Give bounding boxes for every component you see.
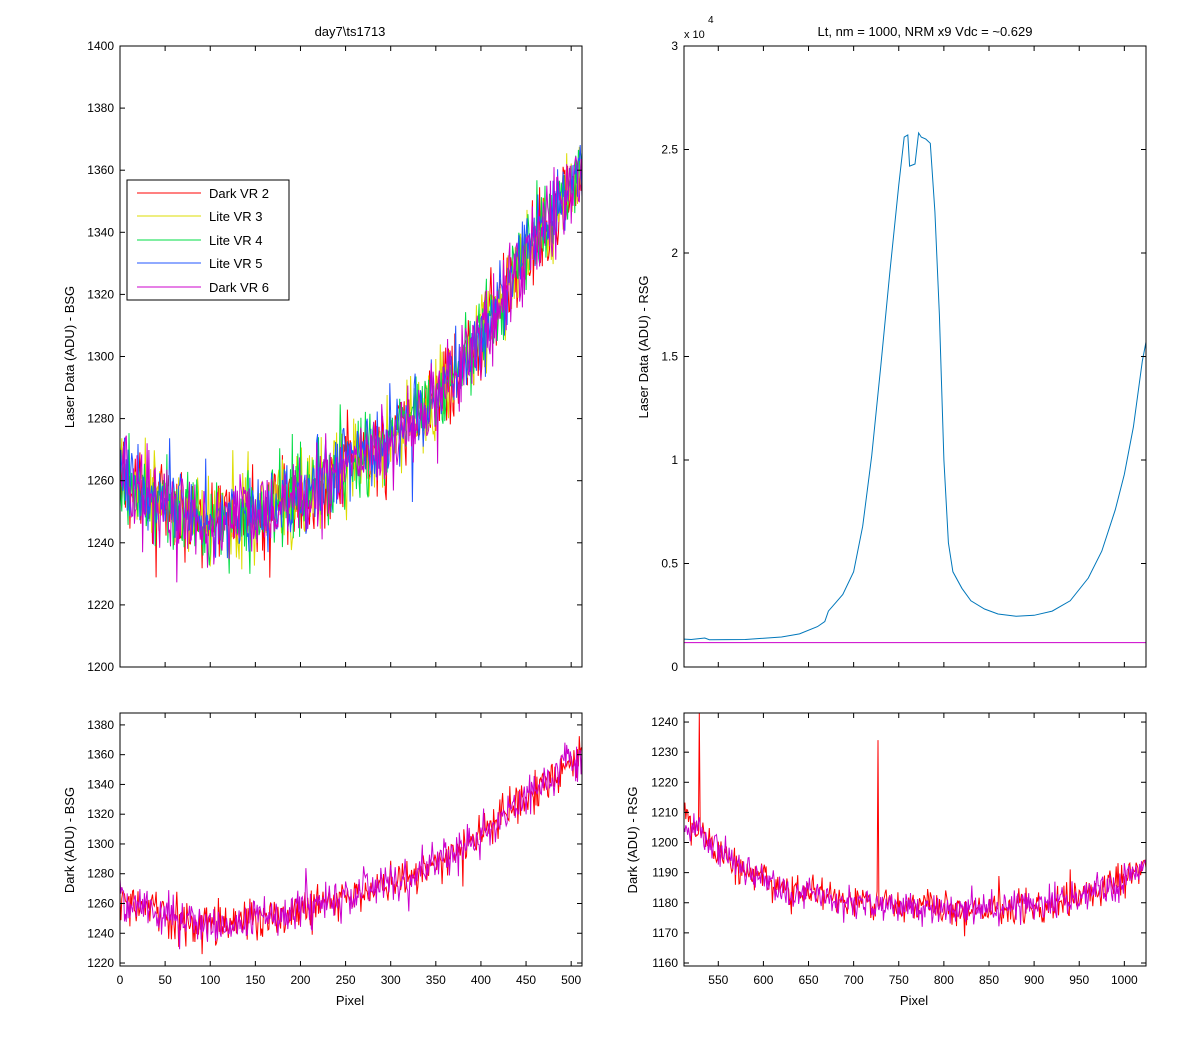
legend-label-lite-vr3: Lite VR 3 bbox=[209, 209, 262, 224]
rsg_dark-xtick-label: 850 bbox=[979, 973, 999, 987]
bsg_dark-axes-frame bbox=[119, 712, 583, 967]
bsg-dark-plot: 0 50 100 150 200 250 300 350 400 450 500 1220 1240 12… bbox=[87, 712, 583, 987]
rsg_dark-ytick-label: 1170 bbox=[652, 926, 678, 940]
rsg-laser-panel: Lt, nm = 1000, NRM x9 Vdc = ~0.629 Laser… bbox=[636, 15, 1147, 674]
bsg_dark-ytick-label: 1280 bbox=[87, 867, 114, 881]
bsg_laser-plot-background bbox=[120, 46, 582, 667]
bsg-dark-ylabel: Dark (ADU) - BSG bbox=[62, 787, 77, 893]
rsg_dark-xtick-label: 550 bbox=[708, 973, 728, 987]
bsg_dark-xtick-label: 450 bbox=[516, 973, 536, 987]
bsg_laser-ytick-label: 1400 bbox=[87, 39, 114, 53]
bsg_laser-ytick-label: 1320 bbox=[87, 287, 114, 301]
rsg-dark-plot: 550 600 650 700 750 800 850 900 950 1000 1160 1170 1… bbox=[651, 712, 1147, 987]
rsg-dark-panel: Dark (ADU) - RSG Pixel 550 600 650 700 750 80… bbox=[625, 712, 1147, 1008]
bsg_dark-ytick-label: 1300 bbox=[87, 837, 114, 851]
bsg_dark-xtick-label: 50 bbox=[158, 973, 172, 987]
bsg-dark-panel: Dark (ADU) - BSG Pixel 0 50 100 150 200 250 30… bbox=[62, 712, 583, 1008]
bsg_dark-xtick-label: 400 bbox=[471, 973, 491, 987]
bsg_laser-ytick-label: 1300 bbox=[87, 350, 114, 364]
bsg-laser-title: day7\ts1713 bbox=[315, 24, 386, 39]
bsg_dark-xtick-label: 100 bbox=[200, 973, 220, 987]
bsg_laser-ytick-label: 1220 bbox=[87, 598, 114, 612]
bsg_dark-series-dark-vr-6 bbox=[120, 742, 582, 950]
rsg_dark-plot-background bbox=[684, 713, 1146, 966]
rsg_dark-ytick-label: 1210 bbox=[651, 805, 678, 819]
rsg_laser-ytick-label: 0.5 bbox=[661, 557, 678, 571]
bsg_dark-xtick-label: 350 bbox=[426, 973, 446, 987]
bsg_laser-ytick-label: 1200 bbox=[87, 660, 114, 674]
rsg_dark-xtick-label: 900 bbox=[1024, 973, 1044, 987]
bsg-dark-xlabel: Pixel bbox=[336, 993, 364, 1008]
rsg-dark-xlabel: Pixel bbox=[900, 993, 928, 1008]
rsg_laser-ytick-label: 3 bbox=[671, 39, 678, 53]
bsg_laser-series-dark-vr-6 bbox=[120, 156, 582, 583]
rsg_dark-ytick-label: 1180 bbox=[652, 896, 678, 910]
legend-label-dark-vr2: Dark VR 2 bbox=[209, 186, 269, 201]
bsg_dark-ytick-label: 1360 bbox=[87, 748, 114, 762]
rsg_dark-ytick-label: 1190 bbox=[652, 866, 678, 880]
bsg_laser-series-lite-vr-5 bbox=[120, 144, 582, 559]
rsg_dark-series-dark-vr-6 bbox=[684, 813, 1146, 927]
rsg_dark-xtick-label: 800 bbox=[934, 973, 954, 987]
bsg_laser-ytick-label: 1240 bbox=[87, 536, 114, 550]
rsg-laser-ylabel: Laser Data (ADU) - RSG bbox=[636, 275, 651, 418]
rsg_dark-ytick-label: 1160 bbox=[652, 956, 678, 970]
rsg_dark-ytick-label: 1240 bbox=[651, 715, 678, 729]
rsg_laser-ytick-label: 2.5 bbox=[661, 143, 678, 157]
legend-label-dark-vr6: Dark VR 6 bbox=[209, 280, 269, 295]
bsg-laser-ylabel: Laser Data (ADU) - BSG bbox=[62, 286, 77, 428]
rsg_dark-xtick-label: 600 bbox=[753, 973, 773, 987]
bsg_laser-ytick-label: 1380 bbox=[87, 101, 114, 115]
bsg_dark-ytick-label: 1260 bbox=[87, 896, 114, 910]
bsg_laser-ytick-label: 1260 bbox=[87, 474, 114, 488]
bsg_dark-xtick-label: 500 bbox=[561, 973, 581, 987]
bsg_dark-xtick-label: 150 bbox=[245, 973, 265, 987]
rsg_dark-ytick-label: 1230 bbox=[651, 745, 678, 759]
rsg_dark-axes-frame bbox=[683, 712, 1147, 967]
rsg_dark-xtick-label: 650 bbox=[799, 973, 819, 987]
rsg_dark-ytick-label: 1220 bbox=[651, 775, 678, 789]
bsg-laser-plot: 1200 1220 1240 1260 1280 1300 1320 1340 1360 1380… bbox=[87, 39, 583, 674]
bsg_dark-ytick-label: 1380 bbox=[87, 718, 114, 732]
rsg_laser-series-0 bbox=[684, 131, 1146, 641]
legend-label-lite-vr4: Lite VR 4 bbox=[209, 233, 262, 248]
bsg_dark-ytick-label: 1340 bbox=[87, 777, 114, 791]
bsg_dark-ytick-label: 1240 bbox=[87, 926, 114, 940]
rsg_laser-ytick-label: 1.5 bbox=[661, 350, 678, 364]
rsg_laser-ytick-label: 1 bbox=[671, 453, 678, 467]
rsg_dark-xtick-label: 950 bbox=[1069, 973, 1089, 987]
rsg_laser-ytick-label: 2 bbox=[671, 246, 678, 260]
bsg_dark-xtick-label: 300 bbox=[381, 973, 401, 987]
bsg_laser-ytick-label: 1280 bbox=[87, 412, 114, 426]
bsg-laser-panel: day7\ts1713 Laser Data (ADU) - BSG 12001… bbox=[62, 24, 583, 674]
rsg-dark-ylabel: Dark (ADU) - RSG bbox=[625, 787, 640, 894]
bsg_laser-ytick-label: 1360 bbox=[87, 163, 114, 177]
bsg-laser-legend: Dark VR 2 Lite VR 3 Lite VR 4 Lite VR 5 … bbox=[126, 179, 290, 301]
rsg-laser-plot: 0 0.5 1 1.5 2 2.5 3 bbox=[661, 39, 1147, 674]
rsg-laser-exponent: x 10 bbox=[684, 29, 705, 41]
rsg_dark-xtick-label: 700 bbox=[844, 973, 864, 987]
rsg-laser-exponent-power: 4 bbox=[708, 15, 714, 26]
bsg_laser-ytick-label: 1340 bbox=[87, 225, 114, 239]
rsg-laser-title: Lt, nm = 1000, NRM x9 Vdc = ~0.629 bbox=[818, 24, 1033, 39]
bsg_dark-xtick-label: 0 bbox=[117, 973, 124, 987]
legend-label-lite-vr5: Lite VR 5 bbox=[209, 256, 262, 271]
rsg_dark-xtick-label: 750 bbox=[889, 973, 909, 987]
bsg_dark-xtick-label: 200 bbox=[290, 973, 310, 987]
bsg_dark-ytick-label: 1220 bbox=[87, 956, 114, 970]
bsg_dark-ytick-label: 1320 bbox=[87, 807, 114, 821]
bsg_dark-xtick-label: 250 bbox=[336, 973, 356, 987]
rsg_dark-xtick-label: 1000 bbox=[1111, 973, 1138, 987]
rsg_laser-plot-background bbox=[684, 46, 1146, 667]
rsg_laser-ytick-label: 0 bbox=[671, 660, 678, 674]
rsg_dark-ytick-label: 1200 bbox=[651, 836, 678, 850]
